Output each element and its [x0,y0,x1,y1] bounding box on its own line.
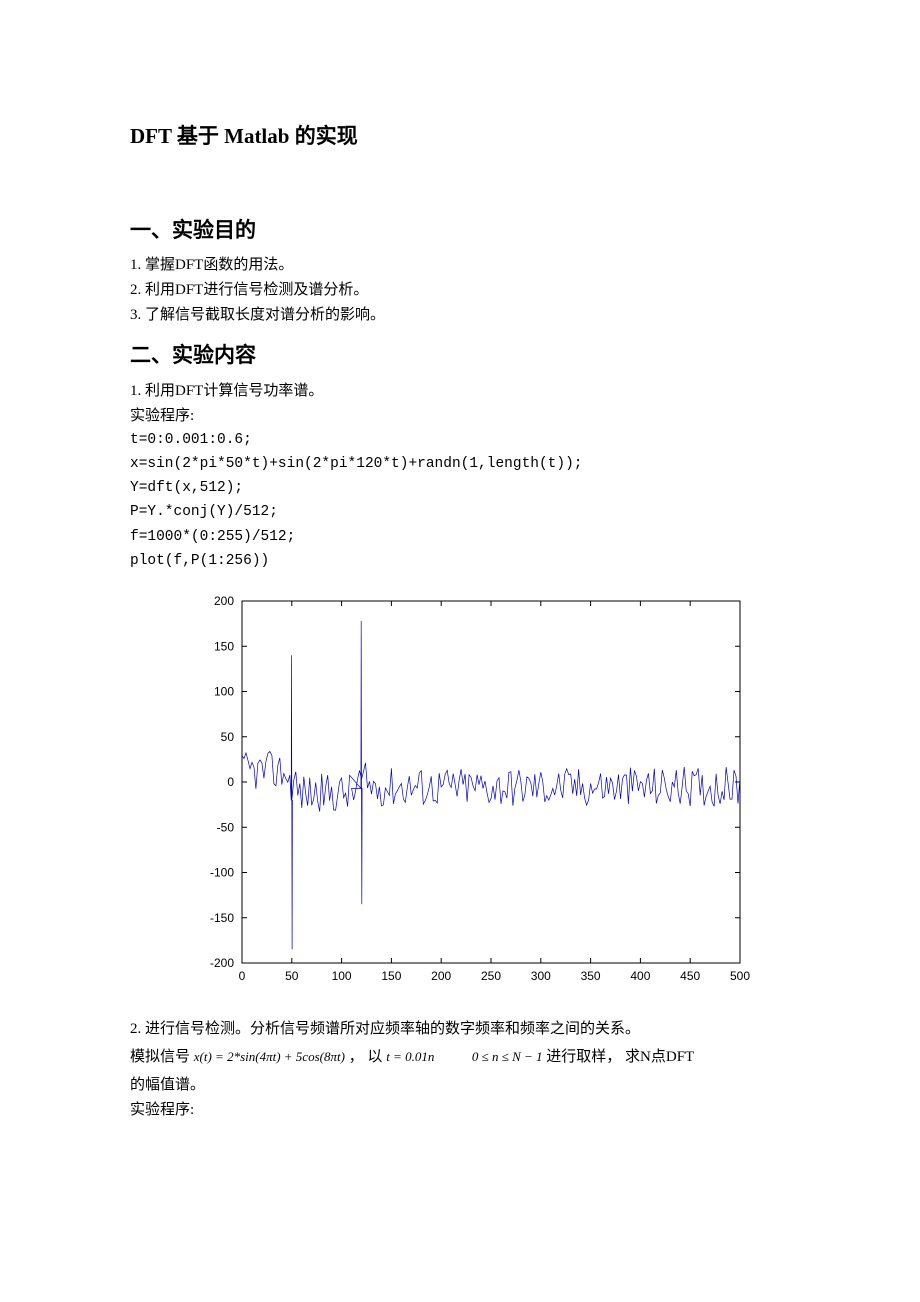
goal-item-3: 3. 了解信号截取长度对谱分析的影响。 [130,303,790,327]
svg-text:200: 200 [214,594,234,608]
svg-text:50: 50 [221,730,235,744]
svg-text:-100: -100 [210,865,234,879]
svg-text:250: 250 [481,969,501,983]
svg-text:150: 150 [214,639,234,653]
formula-main: x(t) = 2*sin(4πt) + 5cos(8πt) [194,1049,345,1064]
part2-sub: 实验程序: [130,1098,790,1122]
svg-text:-50: -50 [217,820,235,834]
formula-cond: 0 ≤ n ≤ N − 1 [472,1049,543,1064]
chart-svg: 050100150200250300350400450500-200-150-1… [190,591,750,991]
part2-line3: 的幅值谱。 [130,1073,790,1097]
formula-gap [438,1049,468,1065]
page-title: DFT 基于 Matlab 的实现 [130,120,790,154]
code-line-4: P=Y.*conj(Y)/512; [130,501,790,524]
svg-text:100: 100 [332,969,352,983]
formula-prefix: 模拟信号 [130,1049,194,1065]
section2-heading: 二、实验内容 [130,339,790,373]
svg-text:150: 150 [381,969,401,983]
svg-text:300: 300 [531,969,551,983]
svg-text:450: 450 [680,969,700,983]
svg-text:50: 50 [285,969,299,983]
formula-t: t = 0.01n [386,1049,434,1064]
code-line-5: f=1000*(0:255)/512; [130,526,790,549]
code-line-6: plot(f,P(1:256)) [130,550,790,573]
goal-item-1: 1. 掌握DFT函数的用法。 [130,253,790,277]
part2-formula: 模拟信号 x(t) = 2*sin(4πt) + 5cos(8πt) ， 以 t… [130,1045,790,1069]
part1-sub: 实验程序: [130,404,790,428]
code-line-1: t=0:0.001:0.6; [130,429,790,452]
section1-heading: 一、实验目的 [130,214,790,248]
svg-text:-150: -150 [210,911,234,925]
formula-suffix: 进行取样， 求N点DFT [546,1049,694,1065]
svg-text:500: 500 [730,969,750,983]
power-spectrum-chart: 050100150200250300350400450500-200-150-1… [190,591,790,999]
code-line-3: Y=dft(x,512); [130,477,790,500]
svg-text:200: 200 [431,969,451,983]
svg-text:-200: -200 [210,956,234,970]
goal-item-2: 2. 利用DFT进行信号检测及谱分析。 [130,278,790,302]
formula-mid: ， 以 [349,1049,387,1065]
part1-lead: 1. 利用DFT计算信号功率谱。 [130,379,790,403]
svg-text:350: 350 [581,969,601,983]
part2-lead: 2. 进行信号检测。分析信号频谱所对应频率轴的数字频率和频率之间的关系。 [130,1017,790,1041]
svg-text:0: 0 [227,775,234,789]
svg-text:0: 0 [239,969,246,983]
svg-text:400: 400 [630,969,650,983]
svg-text:100: 100 [214,684,234,698]
code-line-2: x=sin(2*pi*50*t)+sin(2*pi*120*t)+randn(1… [130,453,790,476]
